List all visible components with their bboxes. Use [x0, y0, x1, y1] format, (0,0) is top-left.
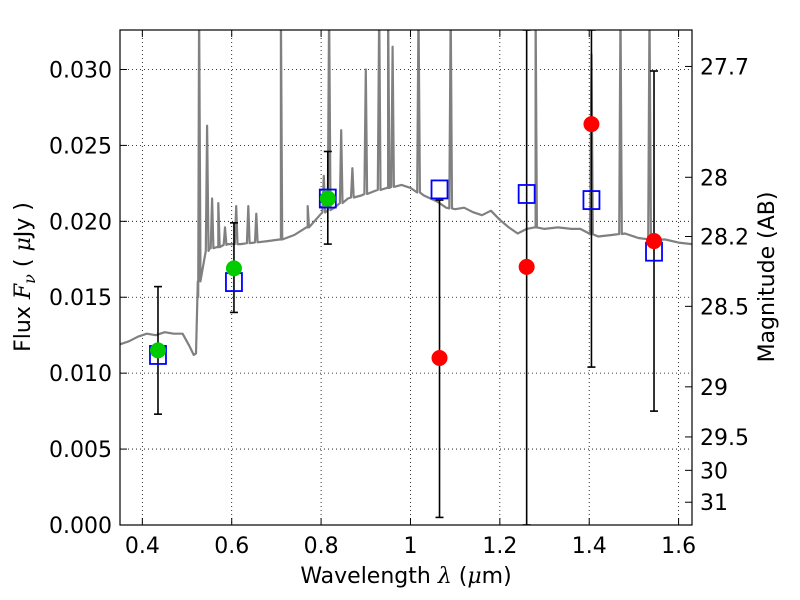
x-tick-label: 0.8 — [304, 534, 339, 559]
model-photometry-marker — [517, 184, 536, 204]
y-tick-label: 0.010 — [49, 362, 112, 387]
y-tick-label: 0.030 — [49, 58, 112, 83]
series-layer — [120, 30, 692, 525]
y-tick-label: 0.020 — [49, 210, 112, 235]
y2-tick-label: 28 — [700, 166, 728, 191]
plot-background — [120, 30, 692, 525]
nondetection-marker — [583, 116, 600, 133]
nondetection-marker — [431, 349, 448, 366]
plot-frame — [119, 29, 693, 526]
y2-tick-label: 31 — [700, 491, 728, 516]
y-tick-label: 0.000 — [49, 514, 112, 539]
y-axis-title: Flux Fν ( μJy ) — [11, 202, 39, 352]
x-tick-label: 1.2 — [482, 534, 517, 559]
y2-tick-label: 30 — [700, 459, 728, 484]
x-axis-title: Wavelength λ (μm) — [300, 564, 511, 589]
y-tick-label: 0.025 — [49, 134, 112, 159]
ticks: 0.4 0.6 0.8 1 1.2 1.4 1.6 0.000 0.005 0.010 0.015 0… — [49, 30, 749, 559]
y2-tick-label: 29 — [700, 376, 728, 401]
y2-tick-label: 27.7 — [700, 55, 749, 80]
detection-marker — [149, 342, 166, 359]
x-tick-label: 1.4 — [572, 534, 607, 559]
nondetection-marker — [518, 258, 535, 275]
x-tick-label: 0.4 — [125, 534, 160, 559]
x-tick-label: 1.6 — [661, 534, 696, 559]
x-tick-label: 0.6 — [214, 534, 249, 559]
model-spectrum-line — [120, 30, 692, 356]
detection-marker — [225, 260, 242, 277]
x-tick-label: 1 — [403, 534, 417, 559]
y2-axis-title: Magnitude (AB) — [755, 192, 780, 363]
model-photometry-marker — [430, 179, 449, 200]
y-tick-label: 0.015 — [49, 286, 112, 311]
model-photometry-marker — [582, 190, 601, 210]
y2-tick-label: 28.5 — [700, 295, 749, 320]
y2-tick-label: 29.5 — [700, 426, 749, 451]
detection-marker — [319, 190, 336, 207]
y-tick-label: 0.005 — [49, 438, 112, 463]
y2-tick-label: 28.2 — [700, 226, 749, 251]
nondetection-marker — [646, 233, 663, 250]
